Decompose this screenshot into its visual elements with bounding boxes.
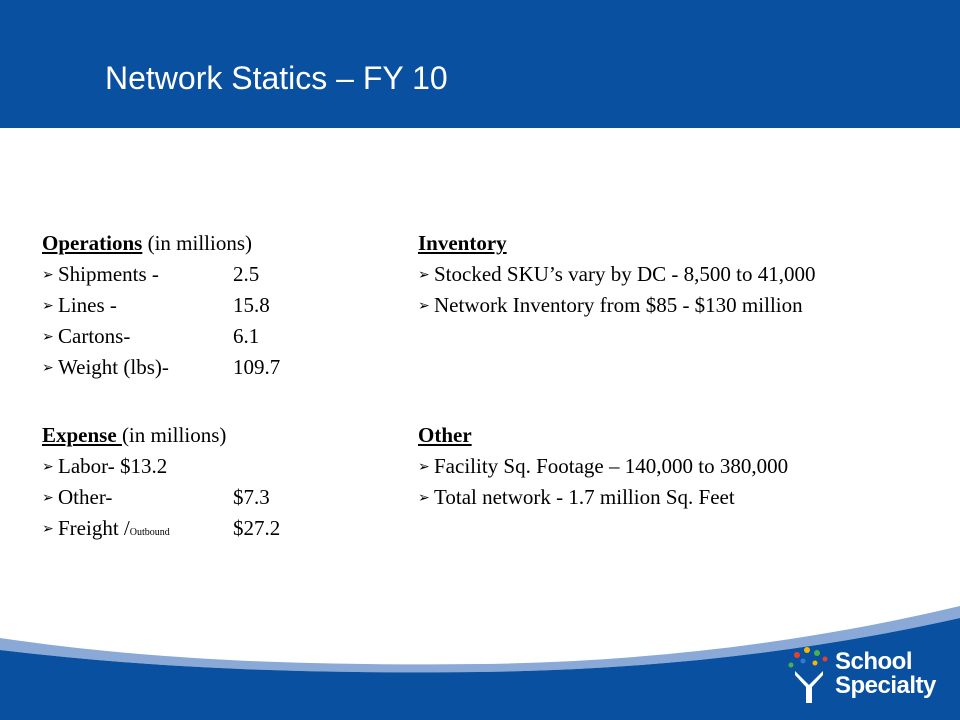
item-label: Lines -: [58, 293, 117, 317]
list-item: ➢ Total network - 1.7 million Sq. Feet: [418, 482, 788, 513]
item-value: 2.5: [233, 262, 260, 286]
item-value: 109.7: [233, 355, 281, 379]
list-item: ➢ Freight /Outbound $27.2: [42, 513, 280, 544]
item-label: Shipments -: [58, 262, 159, 286]
footer-wave: [0, 606, 960, 720]
inventory-heading: Inventory: [418, 231, 507, 255]
arrow-bullet-icon: ➢: [42, 329, 54, 345]
footer-wave-dark: [0, 618, 960, 720]
operations-heading-title: Operations: [42, 231, 143, 255]
item-subscript: Outbound: [129, 527, 170, 538]
slide-title: Network Statics – FY 10: [105, 60, 448, 96]
arrow-bullet-icon: ➢: [418, 459, 430, 475]
operations-heading: Operations (in millions): [42, 228, 252, 259]
operations-heading-suffix: (in millions): [142, 231, 253, 255]
item-text: Total network - 1.7 million Sq. Feet: [434, 485, 735, 509]
arrow-bullet-icon: ➢: [42, 360, 54, 376]
item-text: Network Inventory from $85 - $130 millio…: [434, 293, 803, 317]
list-item: ➢ Facility Sq. Footage – 140,000 to 380,0…: [418, 451, 788, 482]
item-text: Stocked SKU’s vary by DC - 8,500 to 41,0…: [434, 262, 816, 286]
item-value: $7.3: [233, 485, 270, 509]
expense-section: Expense (in millions) ➢ Labor- $13.2 ➢ Oth…: [42, 420, 280, 544]
item-value: 15.8: [233, 293, 270, 317]
item-label: Weight (lbs)-: [58, 355, 169, 379]
operations-section: Operations (in millions) ➢ Shipments -2.5…: [42, 228, 280, 383]
inventory-section: Inventory ➢ Stocked SKU’s vary by DC - 8,…: [418, 228, 816, 321]
arrow-bullet-icon: ➢: [418, 490, 430, 506]
item-label: Freight /: [58, 516, 130, 540]
header-band: [0, 0, 960, 128]
footer-wave-light: [0, 606, 960, 673]
expense-heading-suffix: (in millions): [121, 423, 227, 447]
list-item: ➢ Cartons- 6.1: [42, 321, 259, 352]
item-value: 6.1: [233, 324, 260, 348]
logo-line-2: Specialty: [835, 672, 936, 699]
arrow-bullet-icon: ➢: [418, 298, 430, 314]
logo-line-1: School: [835, 648, 913, 675]
arrow-bullet-icon: ➢: [42, 267, 54, 283]
arrow-bullet-icon: ➢: [418, 267, 430, 283]
list-item: ➢ Shipments - 2.5: [42, 259, 259, 290]
arrow-bullet-icon: ➢: [42, 490, 54, 506]
other-heading: Other: [418, 423, 472, 447]
item-value: $27.2: [233, 516, 281, 540]
list-item: ➢ Lines - 15.8: [42, 290, 270, 321]
list-item: ➢ Labor- $13.2: [42, 451, 226, 482]
item-label: Cartons-: [58, 324, 131, 348]
expense-heading: Expense (in millions): [42, 420, 226, 451]
item-label: Labor- $13.2: [58, 454, 168, 478]
list-item: ➢ Weight (lbs)- 109.7: [42, 352, 280, 383]
other-section: Other ➢ Facility Sq. Footage – 140,000 to…: [418, 420, 788, 513]
arrow-bullet-icon: ➢: [42, 298, 54, 314]
item-text: Facility Sq. Footage – 140,000 to 380,00…: [434, 454, 789, 478]
item-label: Other-: [58, 485, 113, 509]
expense-heading-title: Expense: [42, 423, 122, 447]
school-specialty-logo-icon: [788, 647, 828, 703]
list-item: ➢ Other- $7.3: [42, 482, 270, 513]
list-item: ➢ Network Inventory from $85 - $130 milli…: [418, 290, 816, 321]
arrow-bullet-icon: ➢: [42, 521, 54, 537]
logo-wordmark: School Specialty: [835, 650, 936, 698]
list-item: ➢ Stocked SKU’s vary by DC - 8,500 to 41,…: [418, 259, 816, 290]
arrow-bullet-icon: ➢: [42, 459, 54, 475]
